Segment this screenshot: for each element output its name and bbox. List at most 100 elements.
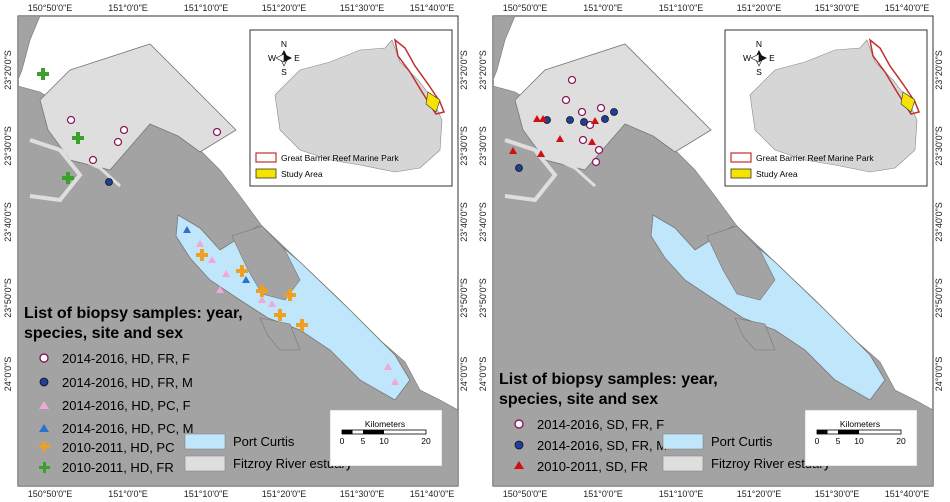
curtis-island [706,225,776,301]
river-channel-2 [534,148,597,188]
river-channel-2 [59,148,122,188]
sample-legend: List of biopsy samples: year, species, s… [499,371,718,474]
scale-tick: 10 [379,436,389,446]
x-tick-labels-bottom: 150°50'0"E 151°0'0"E 151°10'0"E 151°20'0… [503,489,930,499]
x-tick-label: 150°50'0"E [503,3,548,13]
x-tick-label: 150°50'0"E [28,489,73,499]
river-channel [29,138,83,203]
sample-filled-circle [601,115,609,123]
study-area-legend-swatch [255,168,277,179]
compass-north-label: N [281,39,287,49]
facing-island [734,317,776,351]
sample-triangle-pink [196,240,204,247]
study-area-legend-swatch [730,168,752,179]
sample-open-circle [212,127,222,137]
legend-title-line-1: List of biopsy samples: year, [24,305,243,322]
legend-item-label: 2014-2016, SD, FR, M [537,438,667,453]
curtis-island [231,225,301,301]
y-tick-label: 23°30'0"S [3,126,13,166]
legend-symbol-green-plus [39,462,50,473]
legend-symbol-pink-triangle [39,401,49,409]
sample-triangle-pink [258,296,266,303]
x-tick-label: 151°40'0"E [410,3,455,13]
y-tick-label: 23°30'0"S [478,126,488,166]
x-tick-label: 151°0'0"E [583,489,623,499]
legend-item-label: 2014-2016, HD, PC, M [62,421,194,436]
scale-title: Kilometers [365,419,405,429]
river-channel [504,138,558,203]
y-tick-label: 23°20'0"S [478,50,488,90]
sample-plus [296,319,308,331]
x-tick-label: 151°0'0"E [583,3,623,13]
x-tick-label: 151°30'0"E [340,489,385,499]
sample-open-circle [561,95,571,105]
sample-legend: List of biopsy samples: year, species, s… [24,305,243,475]
legend-item-label: 2014-2016, HD, FR, M [62,375,193,390]
y-tick-label: 23°30'0"S [934,126,944,166]
sample-triangle-red [509,147,517,154]
north-arrow-icon [275,50,292,67]
study-area-fill [425,91,441,113]
x-tick-label: 151°0'0"E [108,3,148,13]
sample-open-circle [113,137,123,147]
gbr-legend-label: Great Barrier Reef Marine Park [281,153,399,163]
sample-open-circle [594,145,604,155]
sample-triangle-pink [222,270,230,277]
gbr-legend-swatch [730,152,752,163]
fitzroy-swatch [662,455,704,472]
inset-map: N S W E Great Barrier Reef Marine Park S… [249,29,453,187]
sample-open-circle [88,155,98,165]
scale-tick: 5 [361,436,366,446]
y-tick-label: 23°20'0"S [3,50,13,90]
y-tick-label: 23°40'0"S [478,202,488,242]
sample-triangle-red [537,150,545,157]
y-tick-label: 24°0'0"S [934,357,944,392]
fitzroy-label: Fitzroy River estuary [233,456,353,471]
y-tick-label: 23°30'0"S [459,126,469,166]
x-tick-label: 151°10'0"E [659,489,704,499]
y-tick-label: 23°40'0"S [934,202,944,242]
scale-tick: 20 [421,436,431,446]
y-tick-labels-left: 23°20'0"S 23°30'0"S 23°40'0"S 23°50'0"S … [478,50,488,391]
y-tick-label: 23°20'0"S [459,50,469,90]
sample-plus [284,289,296,301]
x-tick-label: 151°30'0"E [340,3,385,13]
sample-open-circle [119,125,129,135]
sample-filled-circle [610,108,618,116]
x-tick-label: 151°20'0"E [262,489,307,499]
sample-triangle-blue [242,276,250,283]
legend-item-label: 2014-2016, SD, FR, F [537,417,664,432]
legend-item-label: 2010-2011, HD, FR [62,460,174,475]
x-tick-label: 151°10'0"E [184,489,229,499]
y-tick-label: 23°50'0"S [478,278,488,318]
x-tick-label: 151°20'0"E [262,3,307,13]
scale-segment [838,430,859,434]
sample-filled-circle [566,116,574,124]
northwest-coast [18,16,41,81]
y-tick-labels-right: 23°20'0"S 23°30'0"S 23°40'0"S 23°50'0"S … [459,50,469,391]
facing-island [259,317,301,351]
legend-symbol-red-triangle [514,461,524,469]
compass-west-label: W [268,53,276,63]
sample-plus [196,249,208,261]
legend-symbol-filled-circle [514,440,524,450]
right-map-svg: 150°50'0"E 151°0'0"E 151°10'0"E 151°20'0… [478,3,944,499]
x-tick-labels-bottom: 150°50'0"E 151°0'0"E 151°10'0"E 151°20'0… [28,489,455,499]
sample-triangle-red [556,135,564,142]
scale-tick: 20 [896,436,906,446]
north-arrow-icon [750,50,767,67]
x-tick-label: 151°20'0"E [737,3,782,13]
sample-open-circle [591,157,601,167]
legend-symbol-orange-plus [39,441,50,452]
sample-triangle-red [588,138,596,145]
compass-west-label: W [743,53,751,63]
y-tick-label: 23°50'0"S [459,278,469,318]
port-curtis-swatch [662,433,704,450]
fitzroy-swatch [184,455,226,472]
y-tick-label: 23°20'0"S [934,50,944,90]
x-tick-labels-top: 150°50'0"E 151°0'0"E 151°10'0"E 151°20'0… [503,3,930,13]
sample-filled-circle [105,178,113,186]
y-tick-labels-right: 23°20'0"S 23°30'0"S 23°40'0"S 23°50'0"S … [934,50,944,391]
compass-east-label: E [769,53,775,63]
study-area-legend-label: Study Area [756,169,798,179]
